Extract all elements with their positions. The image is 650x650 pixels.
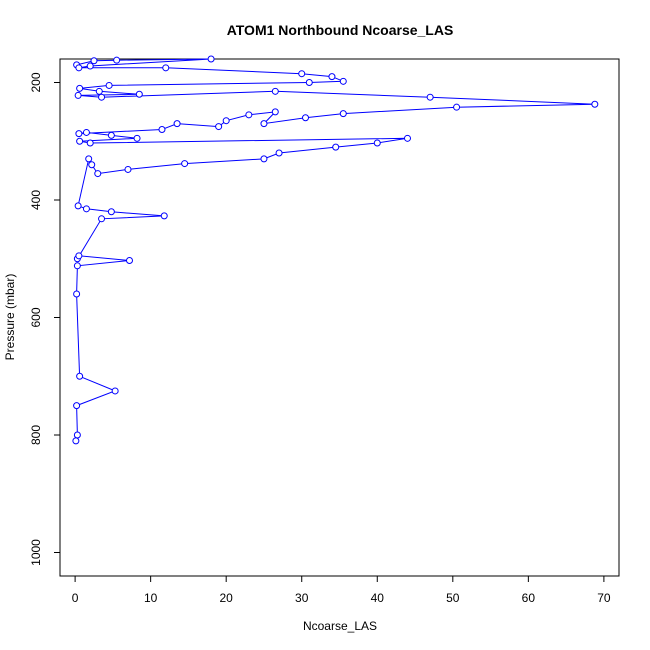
data-point	[245, 111, 253, 119]
data-point	[74, 91, 82, 99]
data-point	[124, 165, 132, 173]
data-point	[107, 208, 115, 216]
data-point	[105, 81, 113, 89]
data-point	[453, 103, 461, 111]
data-point	[373, 139, 381, 147]
data-point	[111, 387, 119, 395]
data-point	[173, 120, 181, 128]
data-point	[591, 100, 599, 108]
data-point	[160, 212, 168, 220]
data-point	[135, 90, 143, 98]
plot-frame	[59, 58, 620, 577]
data-point	[305, 79, 313, 86]
y-tick-label: 400	[29, 190, 43, 210]
y-axis-label: Pressure (mbar)	[3, 274, 17, 361]
data-point	[85, 155, 93, 163]
data-point	[94, 170, 102, 178]
data-point	[403, 134, 411, 142]
data-point	[133, 134, 141, 142]
x-tick-label: 50	[446, 591, 460, 605]
data-point	[207, 55, 215, 63]
data-point	[98, 93, 106, 101]
data-point	[339, 110, 347, 118]
data-point	[95, 87, 103, 95]
data-point	[73, 262, 81, 270]
data-point	[72, 437, 80, 445]
x-tick-label: 20	[220, 591, 234, 605]
series-line	[75, 58, 595, 442]
chart-title: ATOM1 Northbound Ncoarse_LAS	[227, 22, 454, 38]
y-tick-label: 1000	[29, 539, 43, 566]
data-point	[75, 252, 83, 260]
x-tick-label: 60	[522, 591, 536, 605]
data-point	[86, 62, 94, 70]
data-point	[328, 73, 336, 81]
data-point	[271, 87, 279, 95]
data-point	[82, 205, 90, 213]
data-point	[339, 77, 347, 85]
data-point	[75, 64, 83, 72]
data-point	[107, 131, 115, 139]
x-tick-label: 10	[144, 591, 158, 605]
y-axis: 200 400 600 800 1000	[29, 72, 61, 566]
data-point	[90, 57, 98, 65]
data-point	[76, 372, 84, 380]
data-point	[181, 160, 189, 168]
x-tick-label: 30	[295, 591, 309, 605]
data-point	[298, 70, 306, 78]
data-point	[302, 114, 310, 122]
data-point	[271, 108, 279, 116]
data-point	[113, 56, 121, 64]
data-point	[86, 139, 94, 147]
x-axis-label: Ncoarse_LAS	[303, 619, 377, 633]
x-tick-label: 70	[597, 591, 611, 605]
data-point	[332, 143, 340, 151]
series-layer	[72, 55, 599, 445]
data-point	[158, 126, 166, 133]
y-tick-label: 200	[29, 72, 43, 92]
data-point	[76, 84, 84, 92]
y-tick-label: 800	[29, 425, 43, 445]
data-point	[426, 93, 434, 101]
data-point	[125, 257, 133, 265]
data-point	[73, 431, 81, 439]
data-point	[76, 137, 84, 145]
data-point	[82, 128, 90, 136]
data-point	[222, 117, 230, 125]
data-point	[73, 402, 81, 410]
data-point	[74, 202, 82, 210]
data-point	[98, 215, 106, 223]
y-tick-label: 600	[29, 307, 43, 327]
data-point	[275, 149, 283, 157]
x-axis: 0 10 20 30 40 50 60 70	[72, 575, 611, 605]
x-tick-label: 0	[72, 591, 79, 605]
data-point	[215, 123, 223, 131]
data-point	[260, 155, 268, 163]
data-point	[75, 130, 83, 138]
data-point	[260, 120, 268, 128]
data-point	[88, 161, 96, 169]
data-point	[162, 64, 170, 72]
x-tick-label: 40	[371, 591, 385, 605]
data-point	[73, 290, 81, 298]
